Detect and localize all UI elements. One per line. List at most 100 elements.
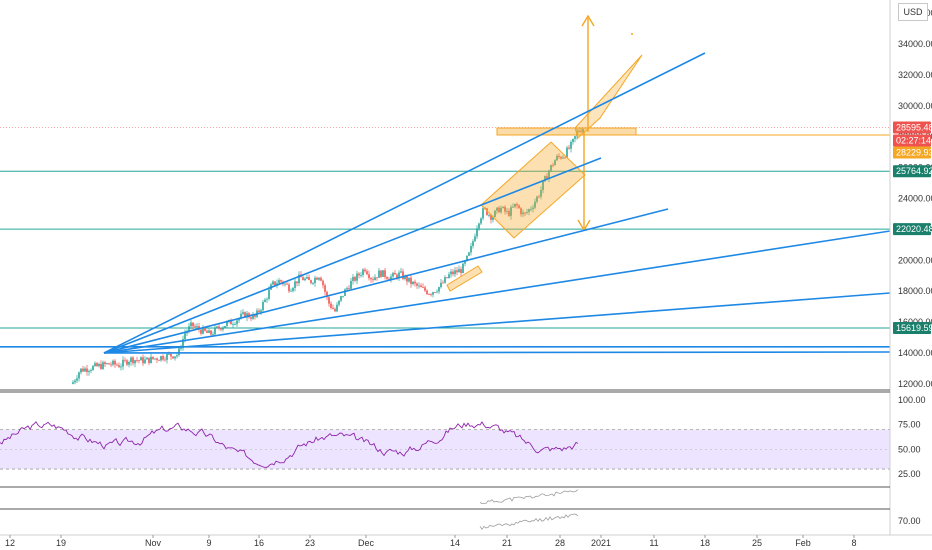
candle-body — [430, 294, 432, 296]
up-arrow-head — [581, 14, 595, 27]
candle-body — [240, 313, 242, 319]
candle-body — [412, 281, 414, 284]
flag-shape — [446, 265, 483, 292]
candle-body — [130, 357, 132, 362]
price-tag-label: 15619.59 — [896, 323, 932, 333]
candle-body — [336, 304, 338, 312]
candle-body — [504, 206, 506, 212]
candle-body — [134, 360, 136, 364]
candle-body — [250, 317, 252, 319]
candle-body — [410, 277, 412, 284]
time-tick-label: 21 — [502, 538, 512, 548]
price-tag-label: 22020.48 — [896, 224, 932, 234]
candle-body — [534, 201, 536, 208]
price-tick-label: 34000.00 — [898, 39, 932, 49]
candle-body — [274, 281, 276, 286]
candle-body — [242, 312, 244, 314]
candle-body — [452, 271, 454, 275]
time-tick-label: 12 — [5, 538, 15, 548]
candle-body — [396, 274, 398, 278]
candle-body — [214, 327, 216, 335]
candle-body — [350, 280, 352, 289]
candle-body — [340, 296, 342, 301]
candle-body — [82, 368, 84, 372]
time-tick-label: 11 — [649, 538, 658, 548]
candle-body — [78, 372, 80, 379]
candle-body — [102, 362, 104, 369]
candle-body — [316, 277, 318, 280]
price-tag — [893, 134, 931, 147]
candle-body — [500, 207, 502, 213]
candle-body — [578, 131, 580, 132]
candle-body — [454, 270, 456, 275]
candle-body — [498, 207, 500, 213]
candle-body — [362, 269, 364, 275]
candle-body — [506, 211, 508, 212]
candle-body — [514, 203, 516, 207]
candle-body — [136, 360, 138, 361]
candle-body — [124, 359, 126, 361]
candle-body — [190, 322, 192, 327]
candle-body — [218, 326, 220, 329]
candle-body — [496, 207, 498, 211]
candle-body — [208, 330, 210, 333]
candle-body — [438, 287, 440, 292]
currency-button[interactable]: USD — [898, 3, 928, 21]
candle-body — [502, 206, 504, 208]
candle-body — [390, 276, 392, 280]
fan-trendline — [103, 157, 602, 354]
resistance-zone — [496, 127, 637, 136]
candle-body — [566, 147, 568, 158]
candle-body — [510, 207, 512, 216]
fan-trendline — [103, 292, 891, 354]
candle-body — [582, 129, 584, 133]
candle-body — [332, 307, 334, 309]
candle-body — [516, 203, 518, 206]
candle-body — [294, 281, 296, 289]
candle-body — [360, 274, 362, 276]
price-tick-label: 24000.00 — [898, 194, 932, 204]
candle-body — [284, 283, 286, 285]
candle-body — [536, 196, 538, 202]
candle-body — [440, 282, 442, 288]
candle-body — [128, 361, 130, 365]
candle-body — [494, 210, 496, 217]
candle-body — [542, 181, 544, 191]
candle-body — [262, 301, 264, 311]
price-tag — [893, 146, 931, 159]
candle-body — [162, 356, 164, 360]
fan-trendline — [103, 52, 706, 354]
candle-body — [290, 290, 292, 292]
price-tick-label: 30000.00 — [898, 101, 932, 111]
candle-body — [118, 365, 120, 368]
candle-body — [408, 277, 410, 282]
candle-body — [474, 236, 476, 242]
candle-body — [464, 260, 466, 264]
candle-body — [448, 274, 450, 279]
candle-body — [558, 155, 560, 157]
candle-body — [142, 357, 144, 364]
candle-body — [272, 281, 274, 285]
wedge-shape — [574, 54, 643, 139]
candle-body — [72, 382, 74, 384]
candle-body — [278, 280, 280, 284]
candle-body — [258, 310, 260, 312]
candle-body — [306, 277, 308, 279]
candle-body — [226, 321, 228, 326]
candle-body — [338, 300, 340, 305]
candle-body — [320, 277, 322, 281]
candle-body — [98, 363, 100, 367]
candle-body — [212, 334, 214, 336]
candle-body — [158, 360, 160, 361]
time-tick-label: 8 — [851, 538, 856, 548]
candle-body — [188, 326, 190, 332]
candle-body — [86, 368, 88, 373]
candle-body — [560, 156, 562, 159]
price-tag — [893, 121, 931, 134]
time-tick-label: 9 — [206, 538, 211, 548]
candle-body — [154, 358, 156, 360]
candle-body — [526, 211, 528, 213]
candle-body — [84, 368, 86, 372]
candle-body — [328, 297, 330, 304]
